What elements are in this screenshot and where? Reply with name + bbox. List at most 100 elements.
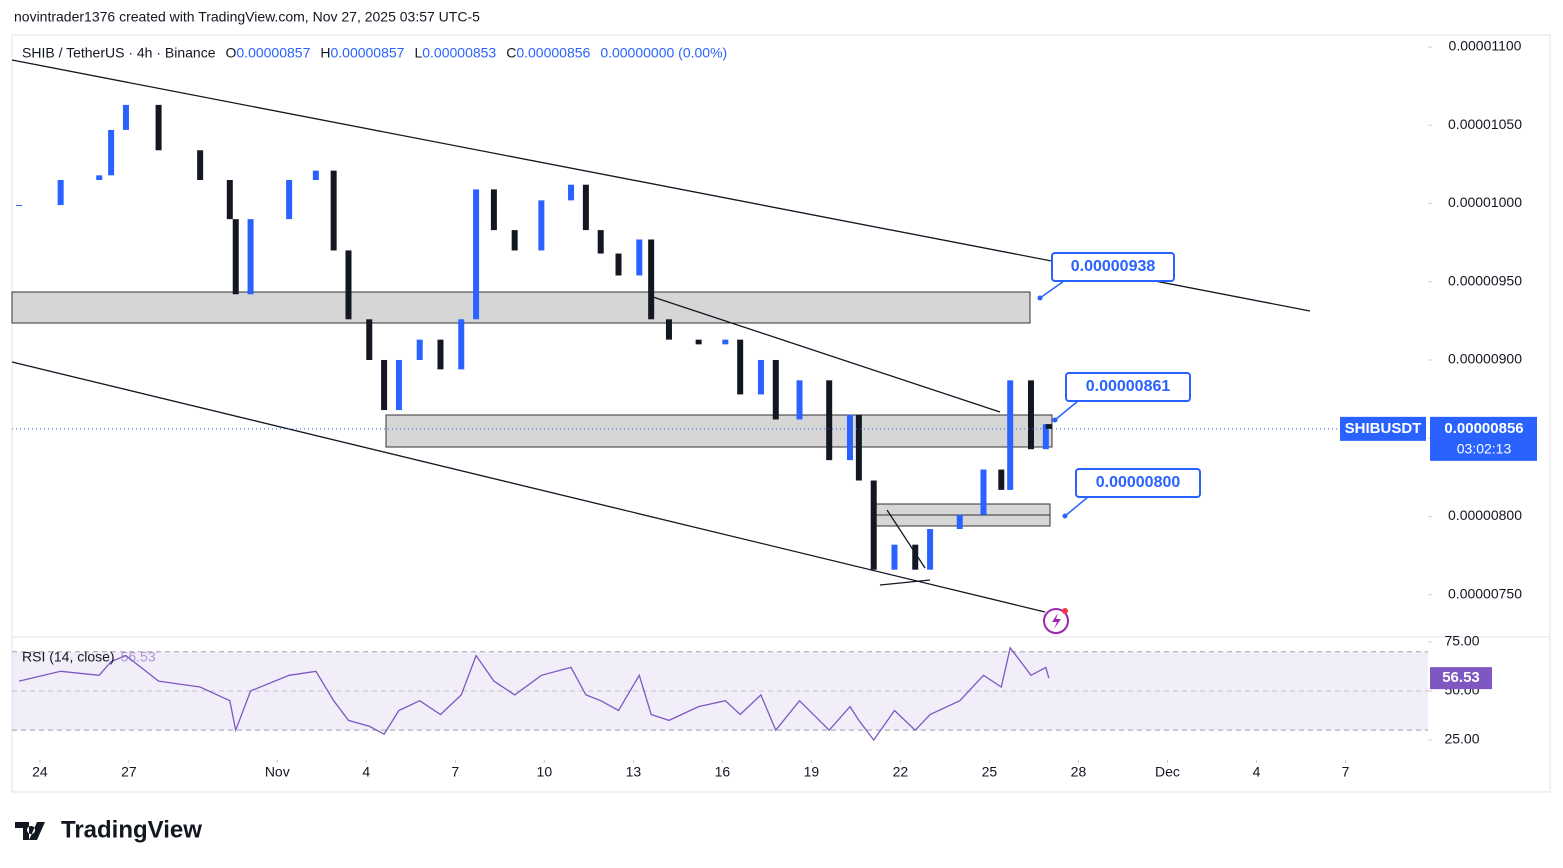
y-tick-label: 0.00001100 <box>1449 38 1522 54</box>
chart-title: SHIB / TetherUS · 4h · Binance <box>22 45 216 61</box>
annotation-label: 0.00000861 <box>1086 378 1171 395</box>
rsi-tag-label: 56.53 <box>1442 669 1480 686</box>
legend-key: O <box>226 45 237 61</box>
annotation-pointer <box>1039 280 1065 299</box>
y-tick-label: 0.00000900 <box>1448 351 1522 367</box>
candle <box>57 180 64 206</box>
candle <box>722 339 729 345</box>
annotation-pointer <box>1054 400 1079 421</box>
legend-value: 0.00000000 (0.00%) <box>600 45 727 61</box>
legend-key: H <box>320 45 330 61</box>
x-tick-label: 19 <box>804 764 820 780</box>
x-tick-label: 22 <box>893 764 909 780</box>
x-tick-label: 25 <box>982 764 998 780</box>
candle <box>226 180 233 220</box>
x-tick-label: Nov <box>265 764 290 780</box>
brand: TradingView <box>61 816 202 843</box>
candle <box>16 205 23 207</box>
candle <box>912 544 919 570</box>
x-tick-label: 7 <box>1342 764 1350 780</box>
countdown: 03:02:13 <box>1457 441 1512 457</box>
candle <box>232 219 239 295</box>
rsi-tick-label: 75.00 <box>1444 633 1479 649</box>
x-tick-label: 4 <box>362 764 370 780</box>
rsi-tag <box>1430 667 1492 690</box>
zone <box>11 291 1031 324</box>
price-tag <box>1430 416 1537 461</box>
y-tick-label: 0.00001050 <box>1448 116 1522 132</box>
x-tick-label: 13 <box>626 764 642 780</box>
candle <box>330 170 337 251</box>
candle <box>648 239 655 320</box>
annotation-box <box>1051 252 1175 282</box>
y-tick-label: 0.00001000 <box>1448 194 1522 210</box>
y-tick-label: 0.00000950 <box>1448 272 1522 288</box>
annotation-label: 0.00000938 <box>1071 258 1156 275</box>
candle <box>366 319 373 360</box>
alert-dot <box>1062 608 1068 614</box>
candle <box>737 339 744 395</box>
candle <box>108 129 115 176</box>
candle <box>96 175 103 181</box>
candle <box>636 239 643 276</box>
candle <box>796 380 803 420</box>
rsi-title: RSI (14, close) <box>22 649 115 665</box>
candle <box>1045 424 1052 429</box>
rsi-legend-value: 56.53 <box>121 649 156 665</box>
zone <box>385 414 1053 448</box>
candle <box>197 150 204 181</box>
legend-key: L <box>414 45 422 61</box>
candle <box>615 253 622 276</box>
candle <box>437 339 444 370</box>
annotation-box <box>1065 372 1191 402</box>
annotation-anchor <box>1062 513 1068 519</box>
candle <box>312 170 319 181</box>
candle <box>870 480 877 570</box>
x-tick-label: 24 <box>32 764 48 780</box>
candle <box>286 180 293 220</box>
candle <box>956 514 963 530</box>
candle <box>855 414 862 481</box>
frame <box>11 34 1551 793</box>
alert-bolt <box>1052 613 1061 629</box>
annotation-anchor <box>1037 295 1043 301</box>
legend-value: 0.00000856 <box>516 45 590 61</box>
candle <box>891 544 898 570</box>
x-tick-label: 4 <box>1253 764 1261 780</box>
rsi-line <box>18 646 1050 742</box>
candle <box>511 230 518 251</box>
candle <box>345 250 352 320</box>
candle <box>568 184 575 201</box>
candle <box>473 189 480 320</box>
candle <box>381 359 388 411</box>
y-tick-label: 0.00000800 <box>1448 507 1522 523</box>
candle <box>846 414 853 461</box>
legend-value: 0.00000853 <box>422 45 496 61</box>
candle <box>772 359 779 420</box>
annotation-label: 0.00000800 <box>1096 474 1181 491</box>
candle <box>597 230 604 254</box>
candle <box>1027 380 1034 450</box>
rsi-tick-label: 25.00 <box>1444 731 1479 747</box>
candle <box>998 469 1005 490</box>
candle <box>122 104 129 130</box>
candle <box>757 359 764 395</box>
candle <box>538 200 545 251</box>
x-tick-label: 16 <box>715 764 731 780</box>
symbol-label: SHIBUSDT <box>1345 420 1422 437</box>
candle <box>927 529 934 570</box>
candle <box>665 319 672 340</box>
candle <box>490 189 497 231</box>
symbol-tag <box>1340 416 1426 441</box>
price-label: 0.00000856 <box>1444 420 1523 437</box>
legend-key: C <box>506 45 516 61</box>
candle <box>980 469 987 515</box>
candle <box>247 219 254 295</box>
logo: TradingView <box>15 816 202 843</box>
x-tick-label: Dec <box>1155 764 1180 780</box>
legend-value: 0.00000857 <box>330 45 404 61</box>
candle <box>826 380 833 461</box>
x-tick-label: 10 <box>537 764 553 780</box>
